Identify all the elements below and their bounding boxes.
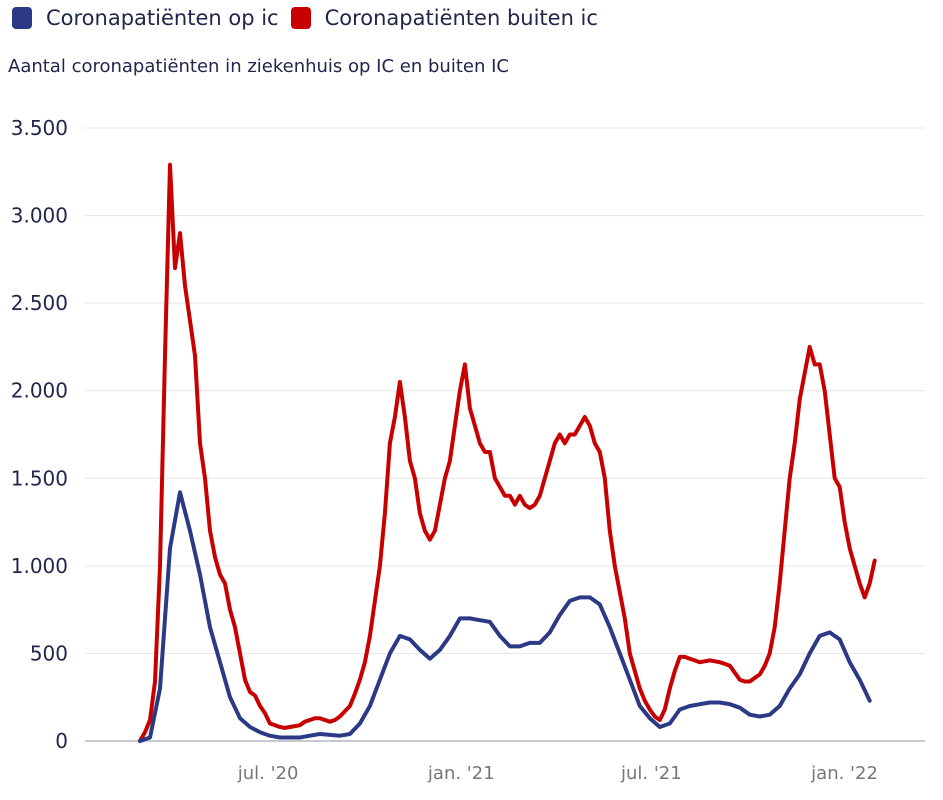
x-tick-label: jan. '22 bbox=[810, 763, 878, 784]
y-tick-label: 0 bbox=[55, 729, 68, 753]
y-tick-label: 500 bbox=[30, 641, 68, 665]
y-tick-label: 1.500 bbox=[11, 466, 68, 490]
legend-item-op-ic[interactable]: Coronapatiënten op ic bbox=[12, 6, 279, 30]
series-line-op-ic bbox=[138, 490, 872, 743]
legend-item-buiten-ic[interactable]: Coronapatiënten buiten ic bbox=[290, 6, 598, 30]
chart-subtitle: Aantal coronapatiënten in ziekenhuis op … bbox=[8, 56, 509, 77]
x-tick-label: jul. '21 bbox=[620, 763, 682, 784]
x-tick-label: jul. '20 bbox=[237, 763, 299, 784]
legend-label: Coronapatiënten op ic bbox=[46, 6, 279, 30]
legend: Coronapatiënten op ic Coronapatiënten bu… bbox=[12, 6, 610, 30]
legend-swatch bbox=[290, 7, 311, 29]
y-tick-label: 3.000 bbox=[11, 204, 68, 228]
y-tick-label: 2.500 bbox=[11, 291, 68, 315]
y-tick-label: 3.500 bbox=[11, 116, 68, 140]
x-tick-label: jan. '21 bbox=[427, 763, 495, 784]
y-tick-label: 1.000 bbox=[11, 554, 68, 578]
legend-swatch bbox=[12, 7, 32, 29]
series-line-buiten-ic bbox=[138, 162, 877, 743]
y-tick-label: 2.000 bbox=[11, 379, 68, 403]
legend-label: Coronapatiënten buiten ic bbox=[324, 6, 598, 30]
